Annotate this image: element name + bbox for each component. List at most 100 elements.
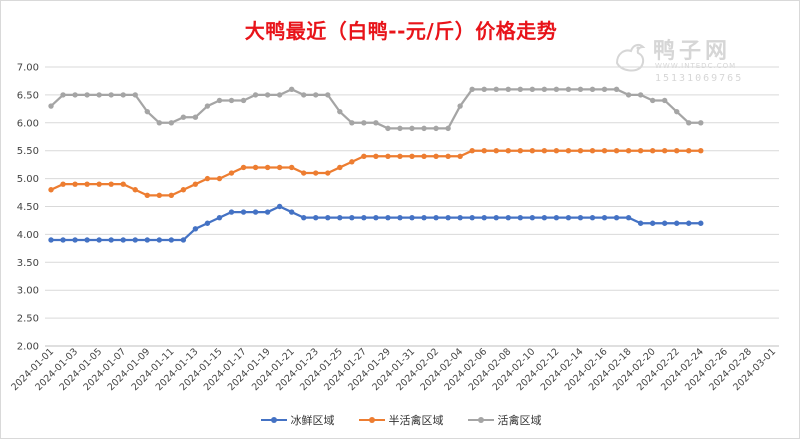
watermark-name: 鸭子网 <box>653 38 732 64</box>
series-1 <box>48 148 704 199</box>
data-point <box>433 214 439 221</box>
data-point <box>553 148 560 154</box>
data-point <box>637 148 644 154</box>
series-2 <box>48 86 704 132</box>
data-point <box>48 103 54 109</box>
data-point <box>601 86 608 93</box>
data-point <box>216 214 223 221</box>
data-point <box>505 148 511 154</box>
y-tick-label: 3.50 <box>17 258 39 269</box>
data-point <box>337 108 343 115</box>
data-point <box>60 92 66 98</box>
legend-marker-icon <box>467 415 494 425</box>
data-point <box>577 86 584 93</box>
data-point <box>601 214 608 221</box>
data-point <box>168 192 175 199</box>
data-point <box>674 148 680 154</box>
data-point <box>686 120 692 126</box>
data-point <box>288 209 295 215</box>
data-point <box>108 237 114 243</box>
data-point <box>132 237 138 243</box>
data-point <box>637 220 644 226</box>
data-point <box>60 181 66 187</box>
data-point <box>529 86 536 93</box>
data-point <box>228 170 235 176</box>
data-point <box>397 153 403 159</box>
data-point <box>144 108 150 115</box>
data-point <box>385 125 391 132</box>
data-point <box>505 86 511 93</box>
data-point <box>84 181 90 187</box>
data-point <box>565 214 572 221</box>
data-point <box>589 148 596 154</box>
duck-logo-icon <box>615 43 646 72</box>
data-point <box>577 214 584 221</box>
y-tick-label: 5.50 <box>17 146 39 157</box>
data-point <box>96 181 102 187</box>
data-point <box>517 214 523 221</box>
data-point <box>661 220 668 226</box>
data-point <box>649 220 656 226</box>
series-line <box>49 205 702 242</box>
data-point <box>469 86 475 93</box>
data-point <box>517 148 523 154</box>
data-point <box>373 120 379 126</box>
data-point <box>625 214 632 221</box>
data-point <box>493 214 499 221</box>
y-tick-label: 6.00 <box>17 118 39 129</box>
series-lines <box>48 86 704 243</box>
data-point <box>698 120 704 126</box>
data-point <box>349 120 355 126</box>
data-point <box>397 125 403 132</box>
legend-marker-icon <box>358 415 385 425</box>
y-tick-label: 4.50 <box>17 202 39 213</box>
data-point <box>517 86 523 93</box>
data-point <box>625 148 632 154</box>
data-point <box>313 214 319 221</box>
data-point <box>637 92 644 98</box>
data-point <box>613 86 620 93</box>
data-point <box>457 214 463 221</box>
data-point <box>276 164 283 171</box>
data-point <box>686 148 692 154</box>
series-0 <box>48 203 704 243</box>
data-point <box>445 214 451 221</box>
data-point <box>144 192 150 199</box>
data-point <box>481 86 487 93</box>
data-point <box>361 214 367 221</box>
data-point <box>72 181 78 187</box>
legend: 冰鲜区域 半活禽区域 活禽区域 <box>1 412 800 428</box>
data-point <box>686 220 692 226</box>
data-point <box>96 237 102 243</box>
data-point <box>325 170 331 176</box>
data-point <box>48 187 54 193</box>
data-point <box>180 114 187 120</box>
data-point <box>84 237 90 243</box>
data-point <box>361 120 367 126</box>
data-point <box>421 214 427 221</box>
data-point <box>397 214 403 221</box>
data-point <box>373 153 379 159</box>
data-point <box>661 148 668 154</box>
data-point <box>541 148 548 154</box>
data-point <box>252 164 259 171</box>
data-point <box>228 209 235 215</box>
legend-item: 冰鲜区域 <box>260 412 335 428</box>
data-point <box>349 214 355 221</box>
data-point <box>240 209 247 215</box>
data-point <box>252 92 259 98</box>
watermark-url: WWW.INTEDC.COM <box>655 62 737 70</box>
data-point <box>433 125 439 132</box>
data-point <box>613 148 620 154</box>
data-point <box>180 187 187 193</box>
data-point <box>361 153 367 159</box>
watermark-phone: 15131069765 <box>655 73 744 84</box>
data-point <box>192 226 199 232</box>
data-point <box>276 203 283 210</box>
data-point <box>577 148 584 154</box>
data-point <box>529 148 536 154</box>
data-point <box>541 86 548 93</box>
data-point <box>96 92 102 98</box>
data-point <box>409 214 415 221</box>
data-point <box>469 148 475 154</box>
